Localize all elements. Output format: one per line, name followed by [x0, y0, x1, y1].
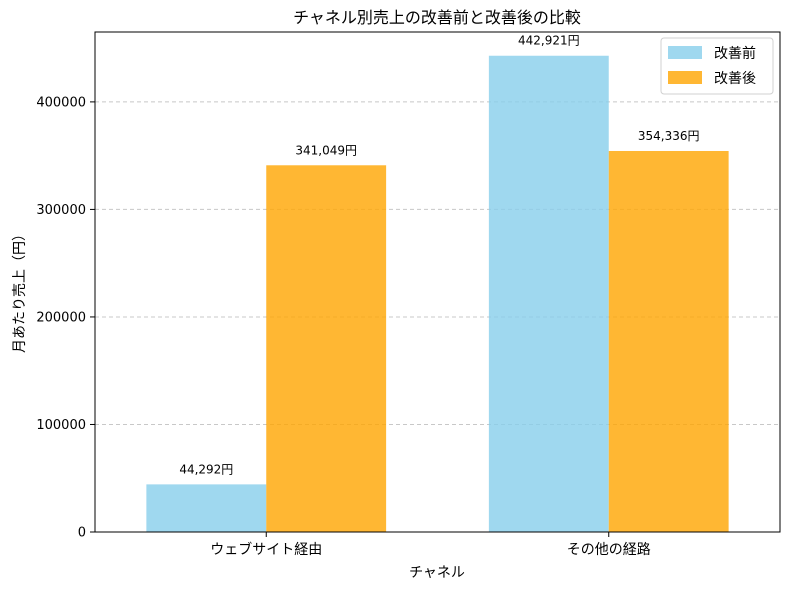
y-tick-label: 0 — [78, 526, 86, 541]
x-axis-ticks: ウェブサイト経由 その他の経路 — [210, 532, 651, 558]
bar-value-label: 442,921円 — [518, 34, 580, 48]
y-tick-label: 200000 — [36, 310, 86, 325]
bar — [266, 165, 387, 532]
x-tick-label: ウェブサイト経由 — [210, 541, 322, 558]
legend-label: 改善前 — [714, 45, 756, 62]
y-tick-label: 400000 — [36, 95, 86, 110]
bar — [488, 55, 609, 533]
legend-swatch — [668, 71, 702, 84]
bars — [146, 55, 729, 533]
x-axis-label: チャネル — [409, 565, 465, 581]
bar-value-label: 44,292円 — [179, 462, 233, 476]
bar — [608, 150, 729, 533]
bar — [146, 484, 267, 532]
y-tick-label: 300000 — [36, 203, 86, 218]
x-tick-label: その他の経路 — [567, 542, 651, 558]
y-axis-ticks: 0 100000 200000 300000 400000 — [36, 95, 95, 541]
y-axis-label: 月あたり売上（円） — [12, 227, 28, 353]
plot-frame — [94, 31, 781, 533]
bar-value-label: 341,049円 — [295, 143, 357, 157]
data-labels: 44,292円 442,921円 341,049円 354,336円 — [179, 34, 699, 477]
legend-label: 改善後 — [714, 71, 756, 87]
y-tick-label: 100000 — [36, 418, 86, 433]
legend-swatch — [668, 46, 702, 59]
chart-title: チャネル別売上の改善前と改善後の比較 — [293, 8, 581, 27]
bar-value-label: 354,336円 — [638, 129, 700, 143]
